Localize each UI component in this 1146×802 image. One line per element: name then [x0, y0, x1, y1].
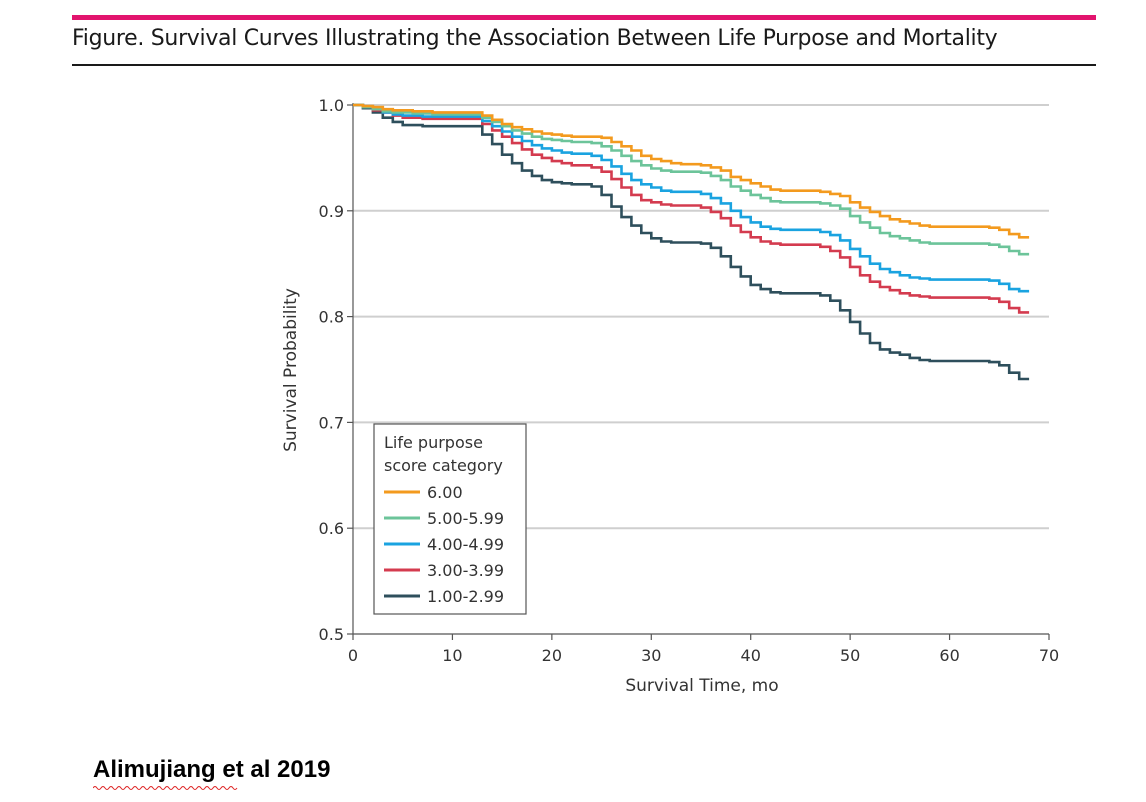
x-tick-label-4: 40 — [741, 646, 761, 665]
legend: Life purpose score category 6.00 5.00-5.99 4… — [373, 423, 527, 615]
legend-label-3: 3.00-3.99 — [427, 561, 504, 580]
series-line-4 — [353, 103, 1030, 381]
y-axis-label: Survival Probability — [281, 288, 301, 452]
y-tick-label-2: 0.7 — [319, 413, 344, 432]
legend-title-line-0: Life purpose — [384, 433, 483, 452]
x-tick-label-3: 30 — [641, 646, 661, 665]
x-tick-label-7: 70 — [1039, 646, 1059, 665]
series-line-2 — [353, 103, 1030, 293]
y-tick-label-1: 0.6 — [319, 519, 344, 538]
legend-label-2: 4.00-4.99 — [427, 535, 504, 554]
series-line-0 — [353, 103, 1030, 239]
x-tick-label-2: 20 — [542, 646, 562, 665]
series-line-1 — [353, 103, 1030, 256]
x-tick-label-1: 10 — [442, 646, 462, 665]
x-tick-label-0: 0 — [348, 646, 358, 665]
series-line-3 — [353, 103, 1030, 314]
legend-label-0: 6.00 — [427, 483, 463, 502]
legend-label-4: 1.00-2.99 — [427, 587, 504, 606]
legend-label-1: 5.00-5.99 — [427, 509, 504, 528]
y-tick-label-0: 0.5 — [319, 625, 344, 644]
x-axis-label: Survival Time, mo — [625, 676, 778, 696]
y-tick-label-4: 0.9 — [319, 202, 344, 221]
legend-title-line-1: score category — [384, 456, 503, 475]
x-tick-label-6: 60 — [939, 646, 959, 665]
series-layer — [353, 103, 1030, 381]
y-tick-label-3: 0.8 — [319, 308, 344, 327]
top-accent-rule — [72, 15, 1096, 20]
figure-title: Figure. Survival Curves Illustrating the… — [72, 26, 998, 51]
title-rule — [72, 64, 1096, 66]
y-tick-label-5: 1.0 — [319, 96, 344, 115]
credit-text: Alimujiang et al 2019 — [93, 756, 331, 783]
axes-layer: 0.5 0.6 0.7 0.8 0.9 1.0 0 10 20 30 40 50 60 70 — [319, 96, 1060, 665]
spellcheck-underline — [93, 786, 238, 790]
x-tick-label-5: 50 — [840, 646, 860, 665]
